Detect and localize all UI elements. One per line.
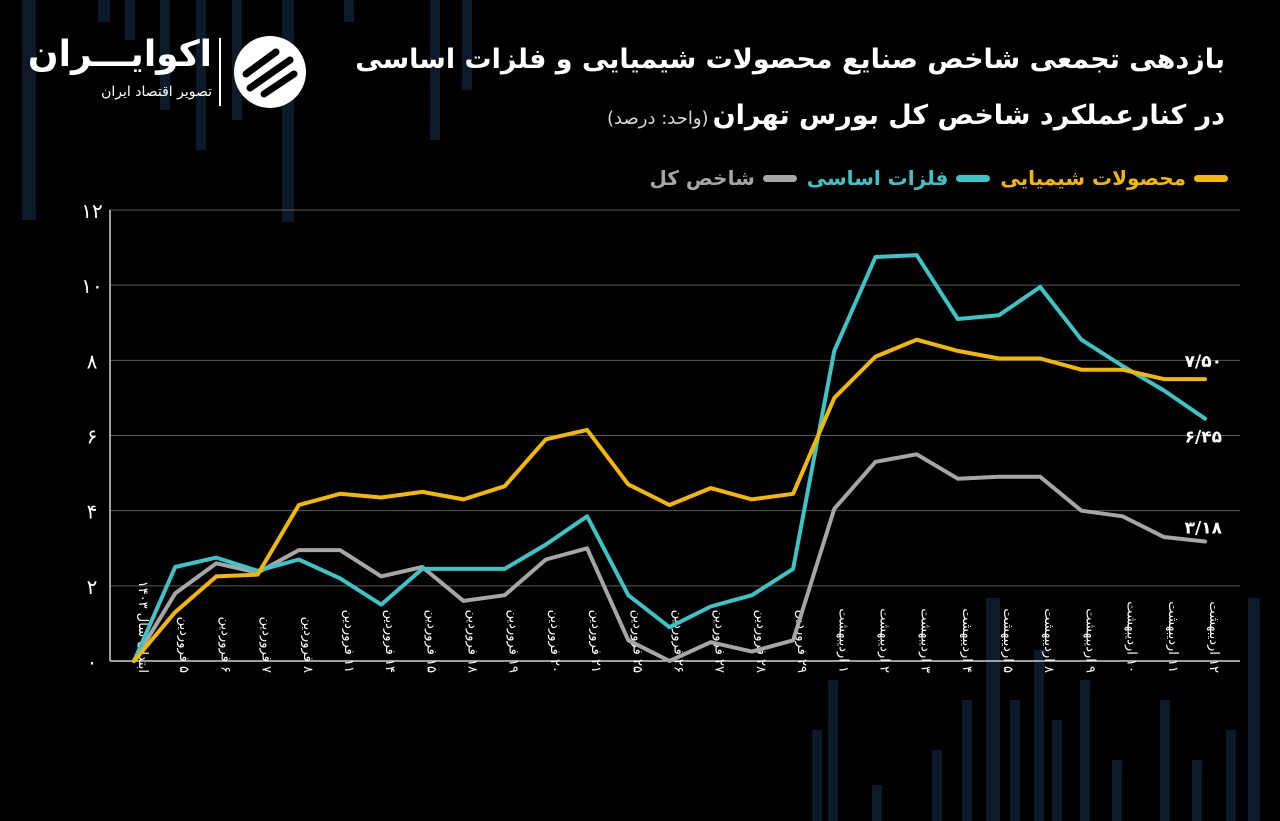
grid-lines bbox=[109, 209, 1240, 662]
x-tick-label: ۲ اردیبهشت bbox=[876, 608, 891, 673]
series-end-label: ۶/۴۵ bbox=[1185, 428, 1222, 448]
x-tick-label: ۸ فروردین bbox=[300, 617, 315, 673]
x-tick-label: ۸ اردیبهشت bbox=[1041, 608, 1056, 673]
x-tick-label: ۱۱ فروردین bbox=[341, 610, 356, 673]
x-tick-label: ۲۸ فروردین bbox=[753, 610, 768, 673]
legend-item-chemical: محصولات شیمیایی bbox=[1000, 166, 1228, 190]
legend-item-metals: فلزات اساسی bbox=[807, 166, 991, 190]
y-tick-label: ۸ bbox=[87, 349, 98, 373]
y-tick-label: ۰ bbox=[87, 650, 98, 674]
chart-subtitle-text: در کنارعملکرد شاخص کل بورس تهران bbox=[712, 100, 1225, 131]
x-tick-label: ۱۴ فروردین bbox=[382, 610, 397, 673]
x-tick-label: ۲۱ فروردین bbox=[588, 610, 603, 673]
y-tick-label: ۶ bbox=[87, 425, 98, 449]
y-tick-label: ۱۰ bbox=[81, 274, 102, 298]
x-tick-label: ۱۸ فروردین bbox=[465, 610, 480, 673]
y-tick-label: ۴ bbox=[87, 500, 98, 524]
end-labels: ۷/۵۰ ۶/۴۵ ۳/۱۸ bbox=[1185, 352, 1223, 538]
x-tick-label: ۵ فروردین bbox=[176, 617, 191, 673]
x-tick-label: ۱۵ فروردین bbox=[423, 610, 438, 673]
x-tick-label: ۱۰ اردیبهشت bbox=[1124, 601, 1139, 673]
series-lines bbox=[132, 253, 1207, 663]
x-tick-label: ۴ اردیبهشت bbox=[959, 608, 974, 673]
x-tick-label: ۱۹ فروردین bbox=[506, 610, 521, 673]
ekoiran-logo-icon bbox=[234, 36, 306, 108]
y-tick-label: ۱۲ bbox=[81, 199, 102, 223]
x-tick-label: ۶ فروردین bbox=[217, 617, 232, 673]
chart-title: بازدهی تجمعی شاخص صنایع محصولات شیمیایی … bbox=[355, 44, 1225, 75]
chart-unit: (واحد: درصد) bbox=[607, 108, 709, 129]
x-tick-label: ۱۱ اردیبهشت bbox=[1165, 601, 1180, 673]
series-line bbox=[132, 253, 1207, 663]
x-tick-label: ۲۰ فروردین bbox=[547, 610, 562, 673]
x-tick-label: ۲۷ فروردین bbox=[712, 610, 727, 673]
y-axis-ticks: ۰ ۲ ۴ ۶ ۸ ۱۰ ۱۲ bbox=[81, 199, 102, 674]
x-tick-label: ۷ فروردین bbox=[259, 617, 274, 673]
legend-swatch-chemical bbox=[1194, 174, 1228, 182]
logo-divider bbox=[219, 38, 221, 106]
legend-label-chemical: محصولات شیمیایی bbox=[1000, 166, 1186, 190]
series-end-label: ۳/۱۸ bbox=[1185, 518, 1223, 538]
series-line bbox=[132, 452, 1207, 663]
series-line bbox=[132, 337, 1207, 663]
x-tick-label: ۹ اردیبهشت bbox=[1082, 608, 1097, 673]
brand-logo: اکوایـــران تصویر اقتصاد ایران bbox=[27, 32, 320, 112]
x-tick-label: ۱۲ اردیبهشت bbox=[1206, 601, 1221, 673]
x-tick-label: ۵ اردیبهشت bbox=[1000, 608, 1015, 673]
x-tick-label: ۲۵ فروردین bbox=[629, 610, 644, 673]
legend-label-metals: فلزات اساسی bbox=[806, 166, 949, 190]
brand-tagline: تصویر اقتصاد ایران bbox=[101, 84, 212, 100]
legend-item-overall: شاخص کل bbox=[649, 166, 797, 190]
x-tick-label: ۳ اردیبهشت bbox=[918, 608, 933, 673]
chart-subtitle: در کنارعملکرد شاخص کل بورس تهران(واحد: د… bbox=[607, 100, 1225, 131]
series-end-label: ۷/۵۰ bbox=[1185, 352, 1222, 372]
brand-name: اکوایـــران bbox=[27, 34, 212, 75]
legend-swatch-overall bbox=[762, 174, 797, 182]
chart-legend: محصولات شیمیایی فلزات اساسی شاخص کل bbox=[639, 166, 1228, 190]
legend-label-overall: شاخص کل bbox=[649, 166, 755, 190]
x-tick-label: ۱ اردیبهشت bbox=[835, 608, 850, 673]
legend-swatch-metals bbox=[956, 174, 991, 182]
y-tick-label: ۲ bbox=[87, 575, 98, 599]
